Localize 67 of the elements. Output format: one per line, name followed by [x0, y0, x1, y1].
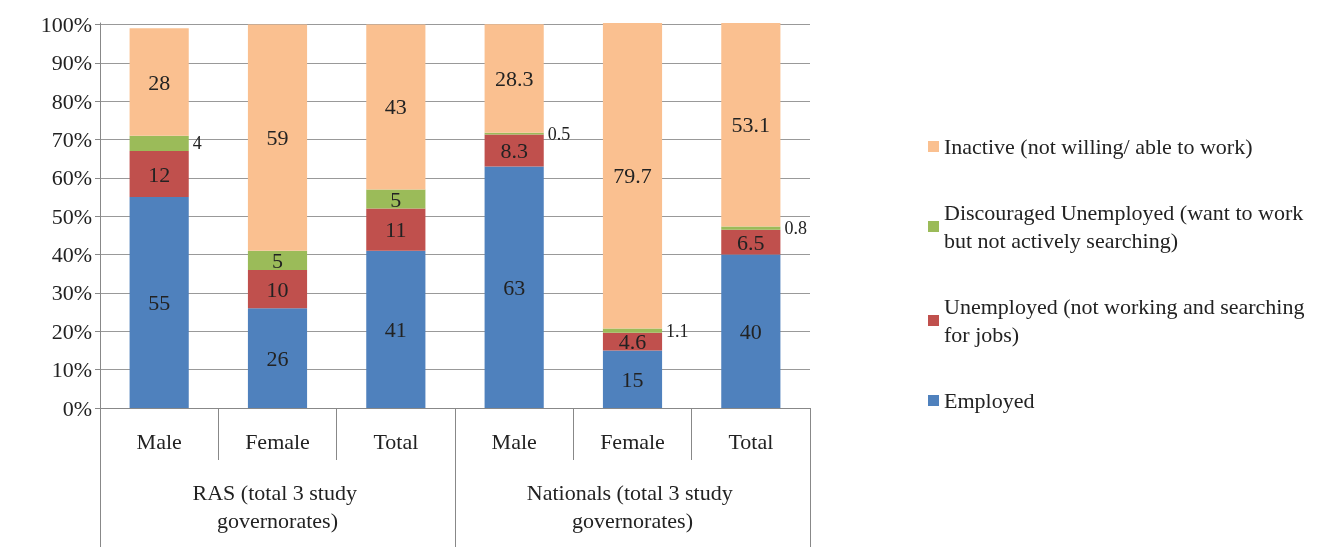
- x-tick-label: Total: [728, 428, 774, 454]
- bar: [721, 23, 781, 227]
- bar: [366, 250, 426, 408]
- bar: [602, 350, 663, 408]
- data-label: 6.5: [737, 229, 765, 255]
- bar: [602, 23, 663, 329]
- y-tick-label: 70%: [51, 127, 92, 153]
- bar: [484, 24, 544, 133]
- legend-label: Unemployed (not working and searching for jobs): [944, 294, 1310, 347]
- y-tick-label: 0%: [62, 395, 92, 421]
- data-label: 43: [384, 94, 407, 120]
- data-label: 0.5: [547, 123, 571, 144]
- bar: [721, 226, 781, 230]
- text: Nationals (total 3 study governorates): [526, 479, 739, 533]
- bar: [129, 28, 189, 136]
- data-label: 59: [266, 125, 289, 151]
- legend-label: Inactive (not willing/ able to work): [944, 134, 1253, 159]
- data-label: 5: [272, 247, 283, 273]
- data-label: 4.6: [618, 329, 647, 355]
- bar: [247, 269, 308, 309]
- data-label: 79.7: [613, 163, 652, 189]
- bar: [247, 24, 308, 251]
- y-tick-label: 20%: [51, 318, 92, 344]
- data-label: 28.3: [494, 65, 534, 91]
- y-tick-label: 90%: [51, 50, 92, 76]
- data-label: 8.3: [500, 138, 528, 163]
- bar: [129, 135, 189, 152]
- legend-label: Discouraged Unemployed (want to work but not actively searching): [944, 200, 1309, 253]
- y-tick-label: 80%: [51, 88, 92, 114]
- data-label: 28: [148, 69, 171, 95]
- y-tick-label: 40%: [51, 242, 92, 268]
- y-tick-label: 10%: [51, 357, 92, 383]
- data-label: 40: [739, 318, 762, 344]
- x-tick-label: Male: [136, 428, 182, 454]
- data-label: 1.1: [666, 320, 689, 341]
- bar: [129, 197, 189, 408]
- x-tick-label: Total: [373, 428, 419, 454]
- legend-label: Employed: [944, 388, 1035, 413]
- data-label: 10: [266, 276, 289, 302]
- data-label: 11: [385, 217, 407, 243]
- y-tick-label: 60%: [51, 165, 92, 191]
- data-label: 15: [621, 366, 644, 392]
- data-label: 26: [266, 345, 289, 371]
- data-label: 63: [503, 274, 526, 300]
- data-label: 4: [192, 133, 202, 154]
- bar: [484, 166, 544, 408]
- y-tick-label: 100%: [40, 12, 92, 38]
- x-tick-label: Male: [491, 428, 537, 454]
- text: RAS (total 3 study governorates): [192, 479, 363, 533]
- bar: [366, 189, 426, 209]
- bar: [129, 151, 189, 198]
- bar: [366, 208, 426, 251]
- bar: [247, 308, 308, 408]
- data-label: 12: [148, 161, 171, 187]
- y-tick-label: 50%: [51, 203, 92, 229]
- data-label: 41: [384, 316, 407, 342]
- data-label: 0.8: [784, 218, 807, 239]
- bar: [366, 24, 426, 190]
- bar: [602, 328, 663, 333]
- y-tick-label: 30%: [51, 280, 92, 306]
- bar: [247, 250, 308, 270]
- x-tick-label: Female: [600, 428, 665, 454]
- bar: [721, 254, 781, 408]
- data-label: 5: [390, 186, 402, 212]
- x-tick-label: Female: [245, 428, 310, 454]
- data-label: 53.1: [731, 112, 771, 138]
- data-label: 55: [148, 290, 171, 316]
